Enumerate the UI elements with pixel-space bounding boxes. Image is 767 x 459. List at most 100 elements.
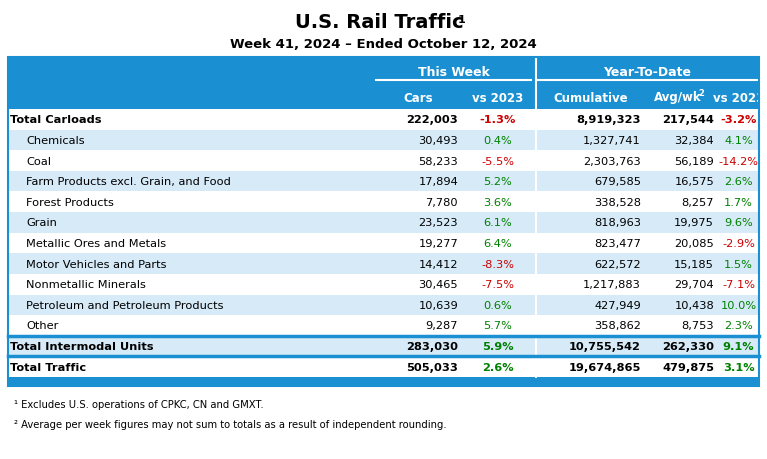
Text: 0.6%: 0.6% [483, 300, 512, 310]
Text: 10.0%: 10.0% [720, 300, 756, 310]
Text: ¹ Excludes U.S. operations of CPKC, CN and GMXT.: ¹ Excludes U.S. operations of CPKC, CN a… [14, 399, 264, 409]
Text: 2,303,763: 2,303,763 [583, 156, 641, 166]
Text: 818,963: 818,963 [594, 218, 641, 228]
Text: 10,755,542: 10,755,542 [569, 341, 641, 351]
Text: 17,894: 17,894 [418, 177, 458, 187]
Text: vs 2023: vs 2023 [472, 91, 523, 104]
Bar [8, 233, 759, 254]
Text: 6.1%: 6.1% [483, 218, 512, 228]
Text: Petroleum and Petroleum Products: Petroleum and Petroleum Products [26, 300, 223, 310]
Text: Total Intermodal Units: Total Intermodal Units [10, 341, 153, 351]
Text: 9,287: 9,287 [426, 321, 458, 331]
Text: Other: Other [26, 321, 58, 331]
Text: 14,412: 14,412 [419, 259, 458, 269]
Text: 56,189: 56,189 [674, 156, 714, 166]
Text: 1.5%: 1.5% [724, 259, 753, 269]
Text: 5.2%: 5.2% [483, 177, 512, 187]
Bar [8, 58, 759, 386]
Bar [8, 192, 759, 213]
Text: Week 41, 2024 – Ended October 12, 2024: Week 41, 2024 – Ended October 12, 2024 [230, 39, 537, 51]
Text: Coal: Coal [26, 156, 51, 166]
Text: 2.6%: 2.6% [482, 362, 513, 372]
Text: Total Traffic: Total Traffic [10, 362, 86, 372]
Bar [8, 110, 759, 130]
Text: 8,753: 8,753 [681, 321, 714, 331]
Text: 2.3%: 2.3% [724, 321, 753, 331]
Text: 217,544: 217,544 [662, 115, 714, 125]
Text: 5.9%: 5.9% [482, 341, 513, 351]
Text: 479,875: 479,875 [662, 362, 714, 372]
Text: 1.7%: 1.7% [724, 197, 753, 207]
Bar [8, 172, 759, 192]
Bar [8, 130, 759, 151]
Text: 505,033: 505,033 [406, 362, 458, 372]
Text: 823,477: 823,477 [594, 239, 641, 248]
Bar [8, 254, 759, 274]
Text: 16,575: 16,575 [674, 177, 714, 187]
Text: 679,585: 679,585 [594, 177, 641, 187]
Text: Year-To-Date: Year-To-Date [604, 65, 692, 78]
Text: -7.5%: -7.5% [481, 280, 514, 290]
Text: Avg/wk: Avg/wk [653, 91, 701, 104]
Text: -1.3%: -1.3% [479, 115, 515, 125]
Text: Nonmetallic Minerals: Nonmetallic Minerals [26, 280, 146, 290]
Text: Farm Products excl. Grain, and Food: Farm Products excl. Grain, and Food [26, 177, 231, 187]
Text: 1: 1 [457, 15, 466, 25]
Text: 1,327,741: 1,327,741 [583, 135, 641, 146]
Bar [8, 377, 759, 386]
Text: 19,674,865: 19,674,865 [568, 362, 641, 372]
Text: Forest Products: Forest Products [26, 197, 114, 207]
Text: 32,384: 32,384 [674, 135, 714, 146]
Text: Motor Vehicles and Parts: Motor Vehicles and Parts [26, 259, 166, 269]
Bar [8, 295, 759, 315]
Text: -8.3%: -8.3% [481, 259, 514, 269]
Text: 3.1%: 3.1% [723, 362, 754, 372]
Text: ² Average per week figures may not sum to totals as a result of independent roun: ² Average per week figures may not sum t… [14, 419, 446, 429]
Text: 15,185: 15,185 [674, 259, 714, 269]
Text: 30,493: 30,493 [418, 135, 458, 146]
Text: 9.6%: 9.6% [724, 218, 753, 228]
Text: 622,572: 622,572 [594, 259, 641, 269]
Bar [8, 213, 759, 233]
Text: 338,528: 338,528 [594, 197, 641, 207]
Bar [8, 315, 759, 336]
Text: 222,003: 222,003 [407, 115, 458, 125]
Text: 1,217,883: 1,217,883 [583, 280, 641, 290]
Text: 5.7%: 5.7% [483, 321, 512, 331]
Text: 29,704: 29,704 [674, 280, 714, 290]
Text: 2: 2 [699, 88, 704, 97]
Text: 4.1%: 4.1% [724, 135, 753, 146]
Text: Total Carloads: Total Carloads [10, 115, 101, 125]
Text: -2.9%: -2.9% [722, 239, 755, 248]
Text: -5.5%: -5.5% [481, 156, 514, 166]
Text: 262,330: 262,330 [662, 341, 714, 351]
Text: 3.6%: 3.6% [483, 197, 512, 207]
Text: 58,233: 58,233 [418, 156, 458, 166]
Text: 20,085: 20,085 [674, 239, 714, 248]
Bar [8, 151, 759, 172]
Text: Grain: Grain [26, 218, 57, 228]
Text: U.S. Rail Traffic: U.S. Rail Traffic [295, 12, 464, 31]
Bar [8, 58, 759, 386]
Text: -7.1%: -7.1% [722, 280, 755, 290]
Text: 30,465: 30,465 [418, 280, 458, 290]
Text: -3.2%: -3.2% [720, 115, 757, 125]
Text: 427,949: 427,949 [594, 300, 641, 310]
Text: 10,438: 10,438 [674, 300, 714, 310]
Text: 6.4%: 6.4% [483, 239, 512, 248]
Text: This Week: This Week [417, 65, 489, 78]
Text: 10,639: 10,639 [418, 300, 458, 310]
Text: 19,975: 19,975 [674, 218, 714, 228]
Text: 358,862: 358,862 [594, 321, 641, 331]
Text: Chemicals: Chemicals [26, 135, 84, 146]
Text: 283,030: 283,030 [406, 341, 458, 351]
Text: vs 2023: vs 2023 [713, 91, 764, 104]
Text: 2.6%: 2.6% [724, 177, 753, 187]
Text: 8,257: 8,257 [682, 197, 714, 207]
Text: 23,523: 23,523 [418, 218, 458, 228]
Text: 8,919,323: 8,919,323 [577, 115, 641, 125]
Text: 19,277: 19,277 [418, 239, 458, 248]
Text: -14.2%: -14.2% [719, 156, 759, 166]
Bar [8, 274, 759, 295]
Text: 0.4%: 0.4% [483, 135, 512, 146]
